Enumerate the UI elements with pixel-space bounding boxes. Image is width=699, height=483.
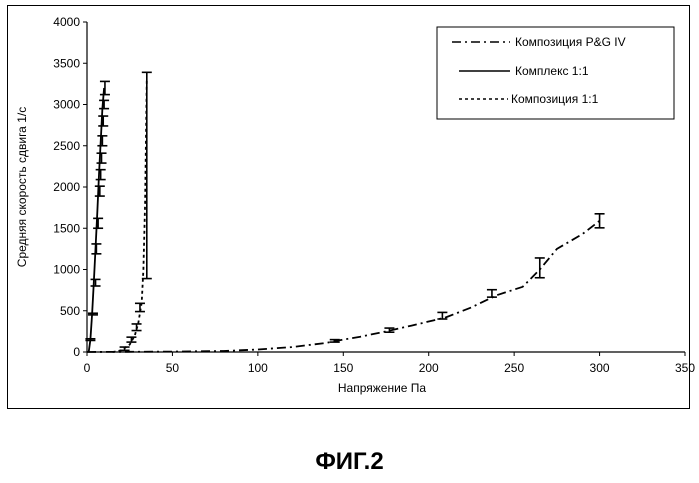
y-tick-label: 2500 xyxy=(53,139,80,153)
y-tick-label: 0 xyxy=(73,345,80,359)
legend-label-pg-iv: Композиция P&G IV xyxy=(515,35,626,49)
series-line-0 xyxy=(87,221,600,352)
series-line-1 xyxy=(89,88,104,352)
y-axis-title: Средняя скорость сдвига 1/с xyxy=(15,107,29,267)
legend-label-complex: Комплекс 1:1 xyxy=(515,64,589,78)
y-tick-label: 2000 xyxy=(53,180,80,194)
x-axis-title: Напряжение Па xyxy=(338,381,427,395)
y-tick-label: 3500 xyxy=(53,56,80,70)
x-tick-label: 0 xyxy=(84,361,91,375)
figure-caption: ФИГ.2 xyxy=(0,448,699,476)
y-tick-label: 1500 xyxy=(53,221,80,235)
y-tick-label: 500 xyxy=(60,304,80,318)
legend: Композиция P&G IV Комплекс 1:1 Композици… xyxy=(437,27,674,119)
x-tick-label: 150 xyxy=(333,361,353,375)
y-tick-label: 3000 xyxy=(53,98,80,112)
y-tick-label: 4000 xyxy=(53,15,80,29)
x-tick-label: 300 xyxy=(590,361,610,375)
x-tick-label: 50 xyxy=(166,361,180,375)
legend-label-composition: Композиция 1:1 xyxy=(511,92,599,106)
x-tick-label: 350 xyxy=(675,361,695,375)
x-tick-label: 100 xyxy=(248,361,268,375)
y-tick-label: 1000 xyxy=(53,263,80,277)
x-tick-label: 250 xyxy=(504,361,524,375)
x-tick-label: 200 xyxy=(419,361,439,375)
